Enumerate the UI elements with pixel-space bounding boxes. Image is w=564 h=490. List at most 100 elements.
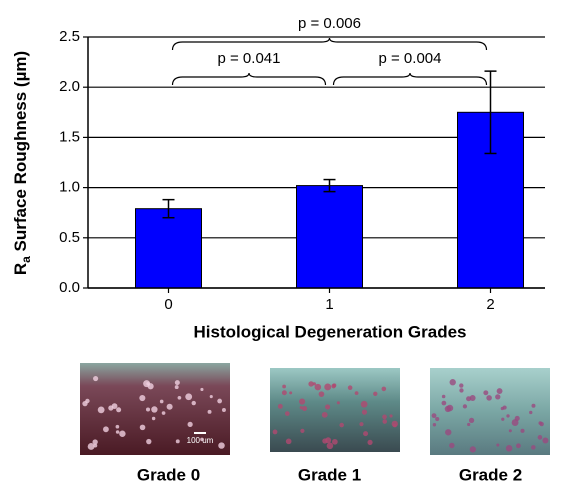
cell [192, 401, 196, 405]
cell [299, 398, 305, 404]
cell [273, 430, 278, 435]
cell [447, 405, 454, 412]
y-tick-label: 1.5 [59, 128, 80, 145]
cell [116, 407, 121, 412]
cell [151, 406, 157, 412]
cell [88, 443, 95, 450]
cell [497, 388, 503, 394]
y-axis-label: Ra Surface Roughness (µm) [11, 51, 33, 275]
cell [93, 376, 98, 381]
cell [516, 443, 521, 448]
cell [332, 439, 338, 445]
cell [200, 388, 203, 391]
significance-bracket [334, 73, 487, 85]
cell [160, 400, 164, 404]
cell [520, 429, 524, 433]
cell [302, 406, 307, 411]
cell [119, 431, 125, 437]
cell [146, 439, 151, 444]
cell [289, 391, 292, 394]
cell [176, 439, 180, 443]
cell [300, 429, 304, 433]
cell [463, 404, 467, 408]
cell [515, 416, 520, 421]
cell [442, 401, 447, 406]
x-axis-label: Histological Degeneration Grades [193, 322, 466, 341]
cell [152, 417, 155, 420]
cell [208, 410, 212, 414]
panel-caption: Grade 1 [298, 465, 361, 484]
cell [185, 393, 192, 400]
x-tick-label: 2 [486, 296, 494, 313]
cell [363, 431, 368, 436]
cell [175, 380, 180, 385]
cell [382, 387, 387, 392]
panel-caption: Grade 0 [137, 465, 200, 484]
y-tick-label: 2.0 [59, 78, 80, 95]
cell [218, 442, 224, 448]
cell [373, 392, 377, 396]
cell [162, 411, 166, 415]
panel-caption: Grade 2 [459, 465, 522, 484]
cell [486, 395, 492, 401]
cell [542, 438, 548, 444]
cell [178, 396, 182, 400]
cell [286, 439, 292, 445]
cell [361, 401, 368, 408]
micrograph [430, 368, 550, 455]
cell [538, 421, 542, 425]
cell [367, 440, 372, 445]
y-tick-label: 0.5 [59, 229, 80, 246]
cell [450, 379, 456, 385]
cell [467, 423, 470, 426]
cell [285, 411, 290, 416]
cell [359, 422, 363, 426]
cell [112, 403, 118, 409]
cell [103, 426, 109, 432]
cell [459, 383, 463, 387]
cell [389, 414, 392, 417]
cell [506, 414, 509, 417]
y-label-main: R [11, 263, 30, 275]
cell [300, 406, 303, 409]
cell [503, 405, 507, 409]
cell [98, 406, 105, 413]
p-value-label: p = 0.006 [298, 15, 361, 32]
cell [382, 415, 387, 420]
scale-bar-label: 100 um [187, 436, 214, 445]
cell [217, 399, 222, 404]
cell [210, 395, 213, 398]
cell [362, 410, 367, 415]
significance-bracket [173, 73, 326, 85]
cell [313, 382, 316, 385]
cell [506, 445, 512, 451]
cell [325, 404, 330, 409]
cell [146, 407, 150, 411]
cell [167, 404, 173, 410]
cell [501, 418, 504, 421]
cell [442, 395, 446, 399]
cell [82, 401, 87, 406]
bar [136, 209, 202, 288]
cell [327, 443, 334, 450]
cell [339, 423, 344, 428]
cell [319, 391, 325, 397]
cell [282, 390, 287, 395]
cell [531, 445, 536, 450]
cell [322, 412, 328, 418]
p-value-label: p = 0.041 [218, 50, 281, 67]
cell [324, 384, 331, 391]
cell [139, 395, 145, 401]
cell [435, 417, 439, 421]
cell [282, 385, 286, 389]
cell [495, 394, 500, 399]
cell [496, 444, 499, 447]
cell [531, 404, 535, 408]
cell [469, 418, 474, 423]
cell [433, 423, 436, 426]
cell [483, 390, 488, 395]
cell [188, 422, 193, 427]
cell [175, 385, 179, 389]
cell [449, 443, 454, 448]
significance-bracket [173, 38, 487, 50]
